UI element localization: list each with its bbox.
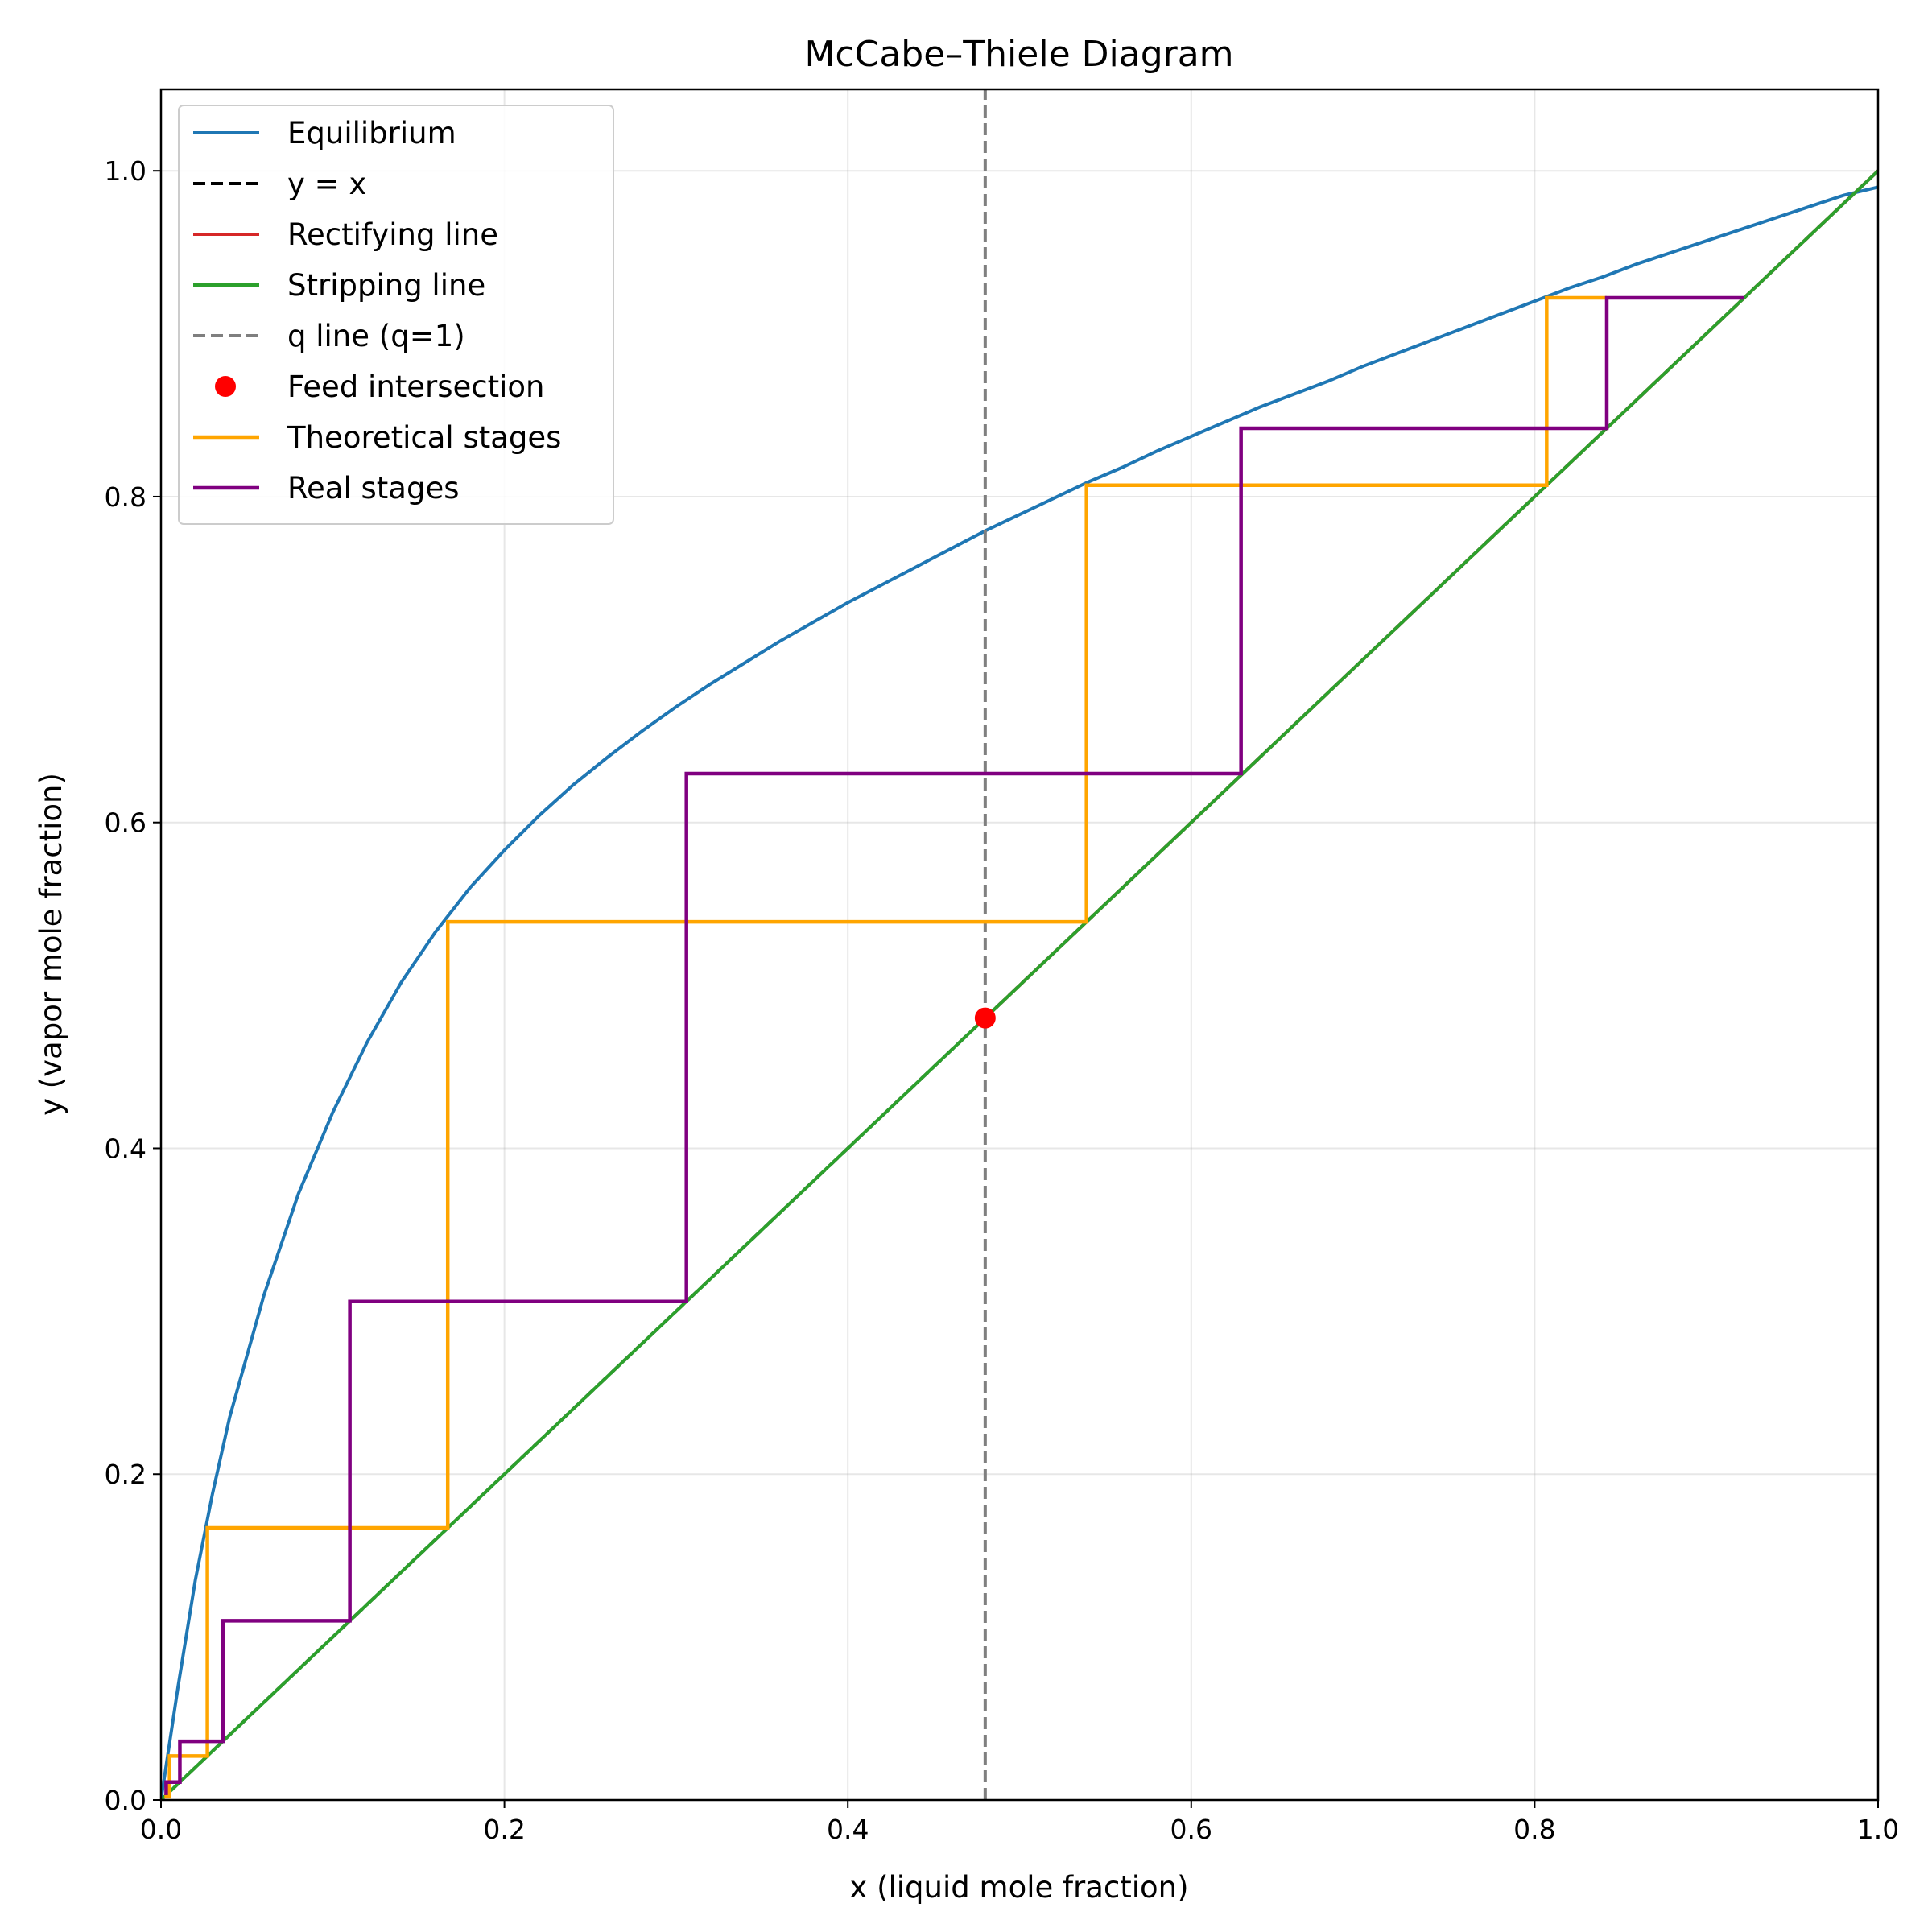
y-tick-label: 0.2 — [105, 1459, 147, 1490]
legend-label-real-stages: Real stages — [287, 471, 460, 506]
legend-label-stripping-line: Stripping line — [287, 268, 485, 303]
legend-label-q-line-q-1: q line (q=1) — [287, 319, 465, 353]
axis-ticks: 0.0 0.2 0.4 0.6 0.8 1.0 0.0 0.2 0.4 0.6 0.8 1.0 — [105, 155, 1900, 1845]
x-tick-label: 0.0 — [140, 1814, 182, 1845]
chart-title: McCabe–Thiele Diagram — [804, 34, 1233, 75]
y-tick-label: 0.4 — [105, 1133, 147, 1164]
feed-intersection-point — [974, 1007, 996, 1029]
plot-series — [161, 89, 1878, 1800]
legend-label-rectifying-line: Rectifying line — [287, 217, 498, 252]
x-tick-label: 0.6 — [1170, 1814, 1212, 1845]
x-tick-label: 0.2 — [483, 1814, 525, 1845]
legend: Equilibrium y = x Rectifying line Stripping… — [178, 105, 614, 525]
legend-swatch-feed-intersection — [215, 376, 236, 397]
legend-label-feed-intersection: Feed intersection — [287, 369, 545, 404]
y-tick-label: 0.6 — [105, 807, 147, 839]
x-axis-label: x (liquid mole fraction) — [849, 1870, 1188, 1905]
legend-box — [178, 105, 614, 525]
legend-label-theoretical-stages: Theoretical stages — [287, 420, 561, 455]
y-axis-label: y (vapor mole fraction) — [34, 773, 68, 1116]
legend-label-equilibrium: Equilibrium — [287, 116, 456, 151]
x-tick-label: 0.4 — [827, 1814, 869, 1845]
x-tick-label: 0.8 — [1513, 1814, 1555, 1845]
legend-label-y-x: y = x — [287, 167, 366, 201]
y-tick-label: 0.0 — [105, 1785, 147, 1816]
theoretical-stages-line — [164, 295, 1607, 1799]
y-tick-label: 1.0 — [105, 155, 147, 187]
real-stages-line — [164, 295, 1744, 1795]
x-tick-label: 1.0 — [1857, 1814, 1899, 1845]
plot-frame — [159, 88, 1880, 1802]
y-tick-label: 0.8 — [105, 481, 147, 513]
